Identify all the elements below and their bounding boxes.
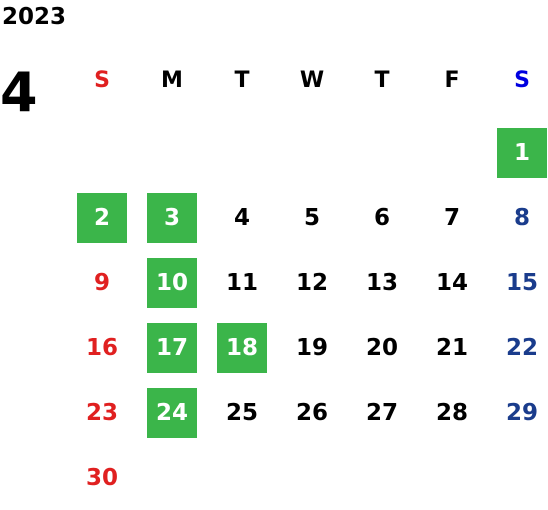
calendar-day-highlighted: 3 (137, 185, 207, 250)
calendar-day: 7 (417, 185, 487, 250)
calendar-day: 9 (67, 250, 137, 315)
calendar-day: 30 (67, 445, 137, 510)
day-number: 12 (295, 269, 328, 296)
calendar-day-highlighted: 2 (67, 185, 137, 250)
calendar-day: 29 (487, 380, 548, 445)
weekday-label: F (444, 68, 460, 93)
day-number: 7 (443, 204, 460, 231)
calendar-day-highlighted: 24 (137, 380, 207, 445)
day-number: 4 (233, 204, 250, 231)
calendar-day: 11 (207, 250, 277, 315)
day-number: 6 (373, 204, 390, 231)
day-number: 11 (225, 269, 258, 296)
calendar-day: 26 (277, 380, 347, 445)
day-number: 24 (147, 387, 197, 438)
day-number: 21 (435, 334, 468, 361)
calendar-day: 15 (487, 250, 548, 315)
calendar-day: 20 (347, 315, 417, 380)
day-number: 13 (365, 269, 398, 296)
day-number: 26 (295, 399, 328, 426)
calendar-day: 19 (277, 315, 347, 380)
weekday-label: M (161, 68, 183, 93)
calendar-day-highlighted: 1 (487, 120, 548, 185)
day-number: 20 (365, 334, 398, 361)
calendar-day-highlighted: 17 (137, 315, 207, 380)
calendar-day-highlighted: 18 (207, 315, 277, 380)
day-number: 14 (435, 269, 468, 296)
day-number: 3 (147, 192, 197, 243)
weekday-label: T (234, 68, 250, 93)
calendar-month: 4 (0, 61, 38, 124)
calendar-day: 6 (347, 185, 417, 250)
day-number: 16 (85, 334, 118, 361)
day-number: 2 (77, 192, 127, 243)
calendar-day: 14 (417, 250, 487, 315)
calendar-day: 12 (277, 250, 347, 315)
weekday-label: S (514, 68, 530, 93)
day-number: 17 (147, 322, 197, 373)
weekday-label: T (374, 68, 390, 93)
day-number: 28 (435, 399, 468, 426)
calendar-day: 16 (67, 315, 137, 380)
calendar-day: 27 (347, 380, 417, 445)
calendar-day: 22 (487, 315, 548, 380)
day-number: 9 (93, 269, 110, 296)
calendar-day: 25 (207, 380, 277, 445)
weekday-label: S (94, 68, 110, 93)
calendar-day: 28 (417, 380, 487, 445)
day-number: 29 (505, 399, 538, 426)
day-number: 18 (217, 322, 267, 373)
calendar-day-grid: 1 2 3 4 5 6 7 8 9 10 11 12 13 14 15 16 17 18 19 20 21 22 23 24 2… (67, 120, 548, 503)
day-number: 10 (147, 257, 197, 308)
calendar-day: 23 (67, 380, 137, 445)
day-number: 5 (303, 204, 320, 231)
calendar-day: 13 (347, 250, 417, 315)
calendar-year: 2023 (2, 4, 67, 30)
day-number: 19 (295, 334, 328, 361)
weekday-label: W (299, 68, 325, 93)
day-number: 8 (513, 204, 530, 231)
day-number: 1 (497, 127, 547, 178)
day-number: 15 (505, 269, 538, 296)
calendar-day-highlighted: 10 (137, 250, 207, 315)
day-number: 22 (505, 334, 538, 361)
day-number: 27 (365, 399, 398, 426)
day-number: 23 (85, 399, 118, 426)
calendar-day: 4 (207, 185, 277, 250)
day-number: 30 (85, 464, 118, 491)
calendar-day: 8 (487, 185, 548, 250)
calendar-day: 21 (417, 315, 487, 380)
calendar-day: 5 (277, 185, 347, 250)
day-number: 25 (225, 399, 258, 426)
